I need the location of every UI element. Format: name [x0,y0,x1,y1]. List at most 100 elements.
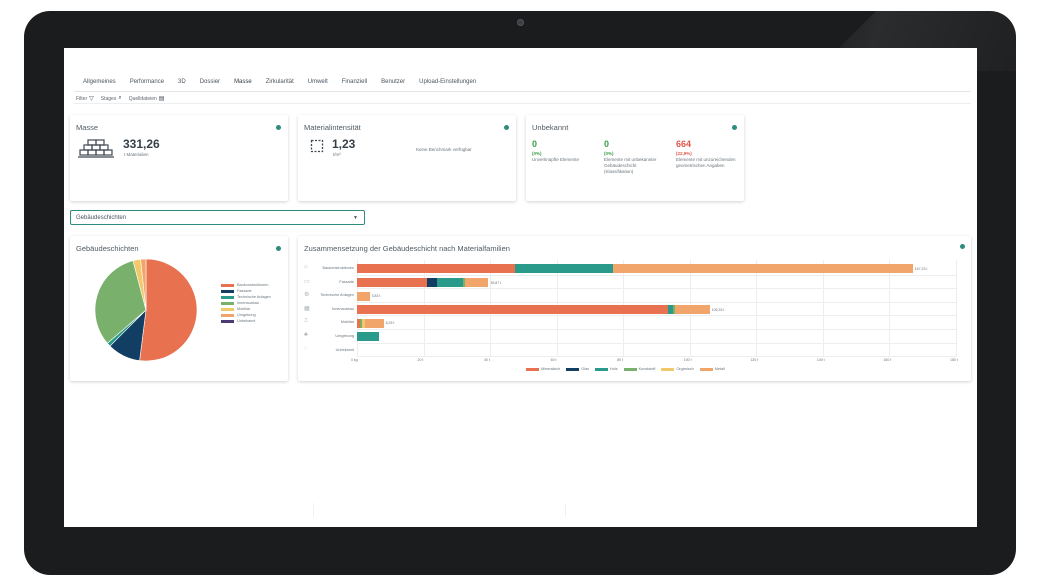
bar-segment[interactable] [357,332,379,342]
x-tick-label: 60 t [550,358,557,363]
tab-allgemeines[interactable]: Allgemeines [83,79,116,85]
bar-segment[interactable] [436,277,464,287]
unknown-desc: Elemente mit unzureichenden geometrische… [676,157,736,168]
footer-divider [313,503,314,517]
intensity-unit: t/m² [333,152,341,157]
legend-label: Holz [610,367,618,371]
family-legend-item[interactable]: Kunststoff [623,367,656,371]
info-icon[interactable] [276,246,281,251]
area-icon [310,139,324,153]
legend-item[interactable]: Fassade [221,288,271,294]
bar-segment[interactable] [361,318,366,328]
mass-unit: t Materialien [124,152,149,157]
legend-item[interactable]: Mobiliar [221,306,271,312]
tab-finanziell[interactable]: Finanziell [341,79,368,85]
tab-zirkularität[interactable]: Zirkularität [265,79,294,85]
layers-legend: Baukonstruktionen Fassade Technische Anlag… [221,282,271,324]
legend-swatch [221,313,234,317]
tab-3d[interactable]: 3D [178,79,186,85]
bar-segment[interactable] [668,305,674,315]
family-legend-item[interactable]: Mineralisch [526,367,560,371]
mass-card: Masse 331,26 t Materialien [70,115,288,201]
layers-title: Gebäudeschichten [76,244,139,253]
bar-segment[interactable] [357,291,370,301]
row-line [357,356,956,358]
unknown-value: 0 [604,139,610,149]
category-label: Baukonstruktionen [322,266,354,270]
legend-item[interactable]: Unbekannt [221,318,271,324]
legend-label: Mobiliar [237,307,251,311]
legend-item[interactable]: Baukonstruktionen [221,282,271,288]
bar-segment[interactable] [357,318,361,328]
info-icon[interactable] [504,125,509,130]
legend-item[interactable]: Umgebung [221,312,271,318]
tab-dossier[interactable]: Dossier [199,79,221,85]
stages-label: Stages [100,95,117,102]
pie-slice-4[interactable] [94,260,147,344]
bar-segment[interactable] [365,318,384,328]
family-legend-item[interactable]: Organisch [661,367,694,371]
bar-segment[interactable] [465,277,489,287]
bar-value-label: 8,25 t [385,321,395,326]
bar-segment[interactable] [673,305,675,315]
camera-icon [517,19,524,26]
benchmark-note: Keine Benchmark verfügbar [416,147,472,152]
bar-segment[interactable] [426,277,437,287]
x-tick-label: 0 kg [351,358,358,363]
source-files-button[interactable]: Quelldateien ▤ [129,95,165,103]
info-icon[interactable] [960,244,965,249]
tab-masse[interactable]: Masse [227,76,259,92]
tab-bar: Allgemeines Performance 3D Dossier Masse Zirk… [76,76,483,92]
bar-segment[interactable] [674,305,710,315]
pie-slice-6[interactable] [140,258,147,311]
gridline [956,260,957,358]
legend-swatch [221,295,234,299]
unknown-pct: (0%) [532,151,542,156]
bar-segment[interactable] [357,305,669,315]
legend-label: Technische Anlagen [237,295,271,299]
pie-slice-1[interactable] [139,258,198,362]
legend-swatch [566,367,580,371]
filter-bar: Filter ▽ Stages ⌕ Quelldateien ▤ [76,95,164,102]
bar-segment[interactable] [357,277,427,287]
legend-label: Innenausbau [237,301,259,305]
bar-segment[interactable] [613,264,913,274]
file-icon: ▤ [158,96,165,102]
intensity-value: 1,23 [332,137,356,151]
bar-segment[interactable] [357,264,516,274]
tab-upload-einstellungen[interactable]: Upload-Einstellungen [419,79,477,85]
tab-umwelt[interactable]: Umwelt [307,79,328,85]
x-tick-label: 100 t [683,358,692,363]
mass-value: 331,26 [123,137,160,151]
legend-item[interactable]: Technische Anlagen [221,294,271,300]
filter-divider [74,103,971,104]
bar-segment[interactable] [463,277,466,287]
family-legend-item[interactable]: Holz [595,367,618,371]
layer-dropdown[interactable]: Gebäudeschichten ▼ [70,210,365,225]
bar-segment[interactable] [515,264,614,274]
row-line [357,329,956,330]
category-label: Technische Anlagen [320,293,354,298]
family-legend-item[interactable]: Metall [699,367,725,371]
legend-label: Organisch [676,367,694,371]
legend-swatch [623,367,637,371]
x-tick-label: 40 t [484,358,490,363]
filter-button[interactable]: Filter ▽ [76,95,94,103]
legend-swatch [221,301,234,305]
family-legend-item[interactable]: Glas [566,367,589,371]
info-icon[interactable] [732,125,737,130]
unknown-item-layer: 0 (0%) Elemente mit unbekannter Gebäudes… [604,139,664,175]
layer-1-icon: ⌂ [304,264,308,270]
legend-item[interactable]: Innenausbau [221,300,271,306]
info-icon[interactable] [276,125,281,130]
tab-performance[interactable]: Performance [129,79,165,85]
bricks-icon [78,139,114,158]
legend-label: Kunststoff [638,367,656,371]
stages-button[interactable]: Stages ⌕ [101,95,122,102]
x-tick-label: 20 t [417,358,424,363]
unknown-pct: (0%) [604,151,614,156]
bar-segment[interactable] [360,318,362,328]
caret-down-icon: ▼ [353,215,358,221]
legend-swatch [221,319,234,323]
tab-benutzer[interactable]: Benutzer [381,79,406,85]
